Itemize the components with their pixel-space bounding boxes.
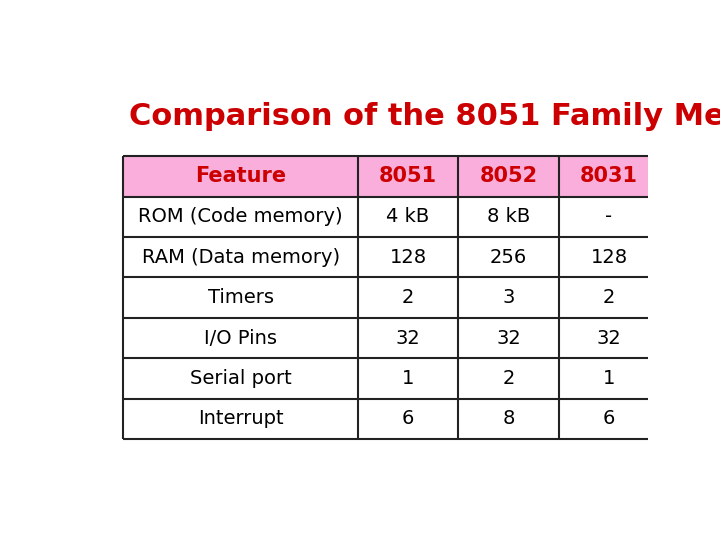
Text: ROM (Code memory): ROM (Code memory) bbox=[138, 207, 343, 226]
Text: 32: 32 bbox=[496, 328, 521, 348]
Text: 2: 2 bbox=[503, 369, 515, 388]
Text: 6: 6 bbox=[603, 409, 615, 428]
Text: 1: 1 bbox=[402, 369, 414, 388]
Text: 32: 32 bbox=[396, 328, 420, 348]
Text: 3: 3 bbox=[503, 288, 515, 307]
Text: I/O Pins: I/O Pins bbox=[204, 328, 277, 348]
Text: 256: 256 bbox=[490, 248, 527, 267]
Text: RAM (Data memory): RAM (Data memory) bbox=[142, 248, 340, 267]
Text: 128: 128 bbox=[590, 248, 628, 267]
Text: 6: 6 bbox=[402, 409, 414, 428]
Text: 2: 2 bbox=[603, 288, 615, 307]
Bar bbox=[124, 156, 660, 197]
Text: 8031: 8031 bbox=[580, 166, 638, 186]
Text: 32: 32 bbox=[597, 328, 621, 348]
Text: 8052: 8052 bbox=[480, 166, 538, 186]
Text: Feature: Feature bbox=[195, 166, 287, 186]
Text: 1: 1 bbox=[603, 369, 615, 388]
Text: -: - bbox=[606, 207, 613, 226]
Text: 2: 2 bbox=[402, 288, 414, 307]
Text: 8051: 8051 bbox=[379, 166, 437, 186]
Text: 8: 8 bbox=[503, 409, 515, 428]
Text: Interrupt: Interrupt bbox=[198, 409, 284, 428]
Text: Comparison of the 8051 Family Members: Comparison of the 8051 Family Members bbox=[129, 102, 720, 131]
Text: 128: 128 bbox=[390, 248, 427, 267]
Text: Serial port: Serial port bbox=[190, 369, 292, 388]
Text: 8 kB: 8 kB bbox=[487, 207, 530, 226]
Text: Timers: Timers bbox=[207, 288, 274, 307]
Text: 4 kB: 4 kB bbox=[387, 207, 430, 226]
